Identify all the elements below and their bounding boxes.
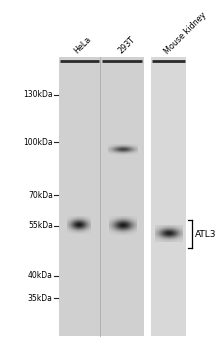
FancyBboxPatch shape: [59, 57, 144, 336]
Text: 55kDa: 55kDa: [28, 221, 53, 230]
Text: HeLa: HeLa: [72, 35, 93, 56]
Text: 40kDa: 40kDa: [28, 271, 53, 280]
Text: 130kDa: 130kDa: [23, 90, 53, 99]
Text: Mouse kidney: Mouse kidney: [162, 10, 208, 56]
Text: 70kDa: 70kDa: [28, 191, 53, 199]
Text: 35kDa: 35kDa: [28, 294, 53, 303]
Text: 100kDa: 100kDa: [23, 138, 53, 147]
Text: 293T: 293T: [117, 35, 137, 56]
Text: ATL3: ATL3: [195, 230, 217, 239]
FancyBboxPatch shape: [151, 57, 186, 336]
